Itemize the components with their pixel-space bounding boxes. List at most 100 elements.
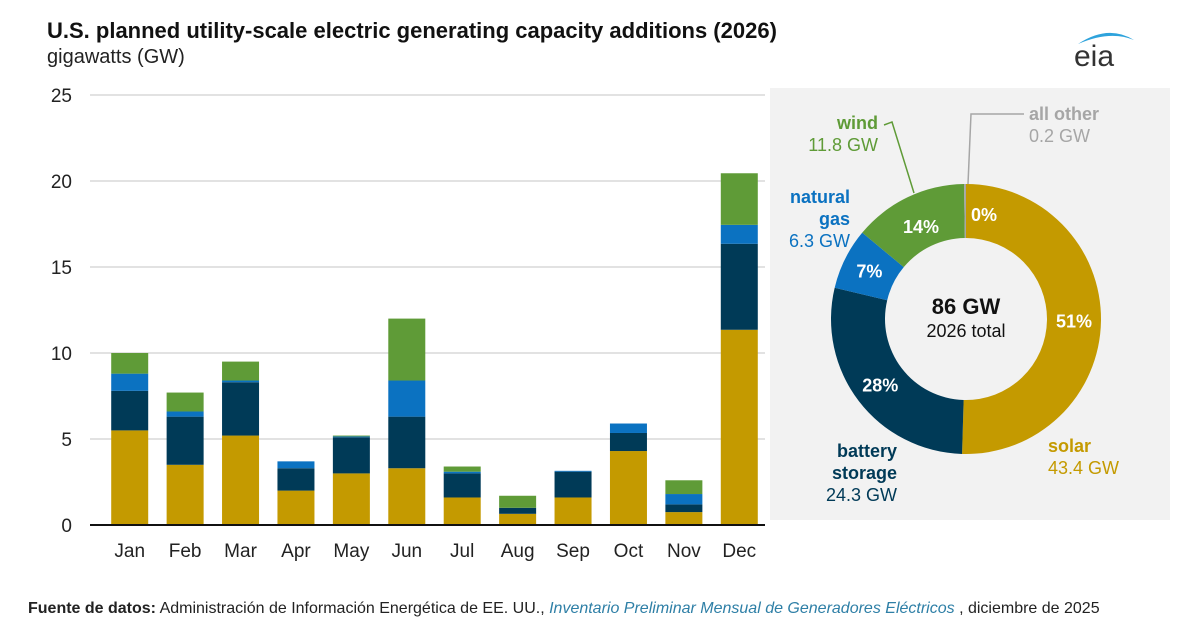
donut-percent-label: 7% <box>856 262 882 282</box>
x-tick-label: Sep <box>556 541 590 562</box>
bar-segment-battery-storage <box>499 507 537 514</box>
logo-swoosh-icon <box>1078 32 1134 44</box>
donut-slice-wind <box>862 184 965 268</box>
bar-segment-natural-gas <box>665 494 703 505</box>
donut-value-label: 43.4 GW <box>1048 458 1119 478</box>
x-tick-label: Dec <box>722 541 756 562</box>
y-tick-label: 0 <box>61 516 72 537</box>
chart-title: U.S. planned utility-scale electric gene… <box>47 18 777 43</box>
bar-segment-wind <box>499 495 537 508</box>
donut-category-label: gas <box>819 209 850 229</box>
donut-category-label: all other <box>1029 104 1099 124</box>
y-tick-label: 10 <box>51 344 72 365</box>
donut-category-label: battery <box>837 441 897 461</box>
bar-segment-solar <box>499 513 537 525</box>
bar-segment-solar <box>166 464 204 525</box>
donut-value-label: 0.2 GW <box>1029 126 1090 146</box>
bar-segment-wind <box>388 318 426 381</box>
donut-slice-all-other <box>964 184 966 239</box>
donut-center-value: 86 GW <box>932 294 1001 319</box>
bar-segment-battery-storage <box>609 432 647 452</box>
bar-segment-natural-gas <box>111 373 149 391</box>
bar-segment-solar <box>443 497 481 525</box>
bar-segment-wind <box>720 173 758 225</box>
bar-segment-wind <box>332 435 370 437</box>
bar-segment-wind <box>222 361 260 381</box>
bar-segment-battery-storage <box>222 382 260 436</box>
bar-segment-battery-storage <box>111 390 149 431</box>
x-tick-label: Feb <box>169 541 202 562</box>
bar-segment-natural-gas <box>222 380 260 383</box>
x-tick-label: Jan <box>114 541 145 562</box>
y-tick-label: 5 <box>61 430 72 451</box>
bar-segment-battery-storage <box>332 437 370 474</box>
bar-segment-solar <box>665 512 703 525</box>
bar-segment-solar <box>720 329 758 525</box>
bar-segment-battery-storage <box>388 416 426 469</box>
x-tick-label: Jul <box>450 541 474 562</box>
bar-segment-natural-gas <box>332 436 370 438</box>
source-label: Fuente de datos: <box>28 600 157 617</box>
y-tick-label: 20 <box>51 172 72 193</box>
bar-segment-wind <box>111 353 149 374</box>
y-tick-label: 15 <box>51 258 72 279</box>
bar-segment-natural-gas <box>609 423 647 433</box>
donut-percent-label: 0% <box>971 205 997 225</box>
donut-percent-label: 51% <box>1056 312 1092 332</box>
donut-center-label: 2026 total <box>926 321 1005 341</box>
all-other-leader-line <box>967 113 1024 185</box>
x-tick-label: Jun <box>391 541 422 562</box>
donut-percent-label: 28% <box>862 376 898 396</box>
x-tick-label: Apr <box>281 541 311 562</box>
bar-segment-natural-gas <box>388 380 426 417</box>
donut-slice-natural-gas <box>834 232 904 301</box>
x-tick-label: May <box>333 541 369 562</box>
x-tick-label: Aug <box>501 541 535 562</box>
wind-leader-line <box>883 121 915 194</box>
donut-category-label: natural <box>790 187 850 207</box>
eia-logo: eia <box>1074 32 1134 72</box>
donut-slice-solar <box>962 184 1101 454</box>
bar-segment-wind <box>665 480 703 495</box>
bar-segment-wind <box>443 466 481 472</box>
bar-segment-solar <box>609 451 647 525</box>
bar-segment-natural-gas <box>720 224 758 244</box>
bar-segment-natural-gas <box>443 471 481 474</box>
bar-segment-battery-storage <box>443 473 481 498</box>
donut-category-label: storage <box>832 463 897 483</box>
bar-segment-solar <box>388 468 426 525</box>
bar-segment-solar <box>111 430 149 525</box>
bar-segment-natural-gas <box>277 461 315 469</box>
donut-value-label: 11.8 GW <box>808 135 878 155</box>
source-text: Administración de Información Energética… <box>156 600 550 617</box>
donut-category-label: solar <box>1048 436 1091 456</box>
source-date: , diciembre de 2025 <box>954 600 1100 617</box>
x-tick-label: Mar <box>224 541 257 562</box>
donut-category-label: wind <box>836 113 878 133</box>
bar-segment-battery-storage <box>166 416 204 465</box>
donut-value-label: 6.3 GW <box>789 231 850 251</box>
bar-segment-natural-gas <box>166 411 204 417</box>
donut-slice-battery-storage <box>831 287 964 454</box>
bar-segment-battery-storage <box>665 504 703 513</box>
donut-value-label: 24.3 GW <box>826 485 897 505</box>
y-tick-label: 25 <box>51 86 72 107</box>
source-note: Fuente de datos: Administración de Infor… <box>28 600 1100 618</box>
x-tick-label: Oct <box>614 541 644 562</box>
source-link[interactable]: Inventario Preliminar Mensual de Generad… <box>549 600 955 617</box>
chart-subtitle: gigawatts (GW) <box>47 46 185 68</box>
bar-segment-solar <box>222 435 260 525</box>
donut-percent-label: 14% <box>903 217 939 237</box>
bar-segment-solar <box>277 490 315 525</box>
bar-segment-solar <box>332 473 370 525</box>
bar-segment-battery-storage <box>277 468 315 491</box>
bar-segment-natural-gas <box>554 470 592 472</box>
bar-segment-battery-storage <box>554 471 592 498</box>
x-tick-label: Nov <box>667 541 701 562</box>
bar-segment-battery-storage <box>720 243 758 330</box>
bar-segment-wind <box>166 392 204 412</box>
bar-segment-solar <box>554 497 592 525</box>
logo-text: eia <box>1074 40 1114 72</box>
